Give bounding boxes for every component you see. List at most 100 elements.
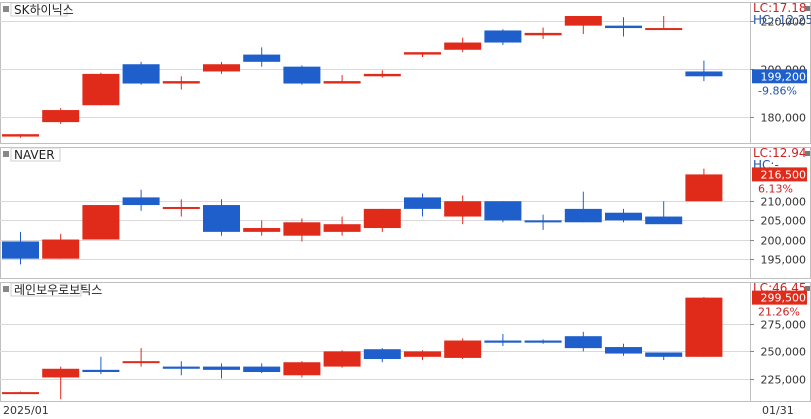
candle — [82, 72, 120, 106]
candle-body — [323, 81, 361, 84]
candle-body — [203, 205, 240, 232]
candle-body — [363, 208, 401, 229]
candle-body — [645, 352, 683, 357]
candle — [82, 356, 120, 375]
series-title: SK하이닉스 — [14, 3, 74, 17]
candle — [605, 343, 642, 356]
candle — [605, 208, 642, 223]
candle — [2, 134, 39, 138]
candle — [2, 391, 39, 395]
candle-body — [645, 216, 683, 225]
series-marker-icon — [3, 151, 9, 157]
panel-frame — [0, 147, 811, 279]
candle — [363, 208, 401, 232]
y-tick-label: 205,000 — [761, 215, 807, 228]
candle-body — [484, 340, 522, 343]
candle-body — [484, 201, 522, 221]
title-box — [10, 147, 61, 162]
candle — [283, 65, 321, 85]
candle — [162, 76, 200, 90]
y-tick-label: 220,000 — [761, 16, 807, 29]
candle-body — [685, 174, 723, 202]
candle — [564, 16, 602, 35]
date-end-label: 01/31 — [762, 404, 794, 417]
panel-close-icon — [805, 6, 810, 11]
candle — [484, 334, 522, 346]
candle-body — [122, 361, 160, 364]
y-tick-label: 275,000 — [761, 319, 807, 332]
panel-close-icon — [805, 151, 810, 156]
candle-body — [2, 134, 39, 137]
candle-body — [564, 336, 602, 349]
candle-body — [203, 366, 240, 370]
candle-body — [82, 205, 120, 240]
candle — [444, 195, 482, 225]
last-price-flag — [752, 167, 807, 182]
candle — [685, 297, 723, 357]
last-change-label: -9.86% — [758, 84, 797, 97]
series-title: 레인보우로보틱스 — [14, 283, 102, 297]
candle — [323, 75, 361, 84]
candle-body — [283, 222, 321, 236]
candle-body — [162, 366, 200, 369]
candle-body — [42, 368, 80, 378]
candle — [484, 201, 522, 223]
candle — [42, 233, 80, 259]
chart-panel-1: 220,000200,000180,000SK하이닉스LC:17.18HC:-1… — [0, 1, 811, 144]
candle-body — [404, 52, 441, 55]
y-tick-label: 180,000 — [761, 112, 807, 125]
last-price-label: 199,200 — [761, 70, 807, 83]
candle-body — [605, 347, 642, 354]
candle — [323, 350, 361, 368]
candle-body — [323, 351, 361, 367]
candle-body — [524, 32, 562, 36]
candle — [122, 189, 160, 211]
candle-body — [605, 212, 642, 221]
candle-body — [203, 64, 240, 72]
candle — [484, 29, 522, 45]
candle — [444, 338, 482, 359]
last-price-flag — [752, 290, 807, 305]
candle — [203, 363, 240, 379]
candle — [363, 348, 401, 363]
panel-close-icon — [805, 286, 810, 291]
candle-body — [243, 228, 281, 232]
candle — [283, 218, 321, 242]
candle — [404, 193, 441, 217]
candle — [363, 70, 401, 78]
last-change-label: 6.13% — [758, 182, 793, 195]
candle-body — [82, 73, 120, 106]
y-tick-label: 250,000 — [761, 346, 807, 359]
candle — [524, 27, 562, 39]
candle — [404, 350, 441, 361]
candle-body — [162, 206, 200, 209]
candle-body — [685, 71, 723, 77]
last-price-label: 216,500 — [761, 168, 807, 181]
candle — [82, 205, 120, 240]
candle-body — [122, 197, 160, 206]
series-marker-icon — [3, 286, 9, 292]
candle-body — [564, 208, 602, 223]
y-tick-label: 195,000 — [761, 254, 807, 267]
candle-body — [404, 351, 441, 357]
candle-body — [162, 81, 200, 84]
candle — [162, 361, 200, 376]
candle — [283, 361, 321, 378]
candle — [645, 16, 683, 31]
candle — [685, 60, 723, 82]
title-box — [10, 282, 82, 297]
candle-body — [243, 54, 281, 62]
candle — [524, 339, 562, 344]
candle — [203, 61, 240, 74]
candle — [685, 168, 723, 202]
candle-body — [363, 73, 401, 77]
last-price-label: 299,500 — [761, 292, 807, 305]
candle — [243, 363, 281, 374]
candle — [203, 199, 240, 236]
y-tick-label: 225,000 — [761, 374, 807, 387]
candle-body — [524, 340, 562, 343]
candle-body — [42, 239, 80, 259]
candle-body — [283, 66, 321, 84]
candle — [564, 331, 602, 352]
